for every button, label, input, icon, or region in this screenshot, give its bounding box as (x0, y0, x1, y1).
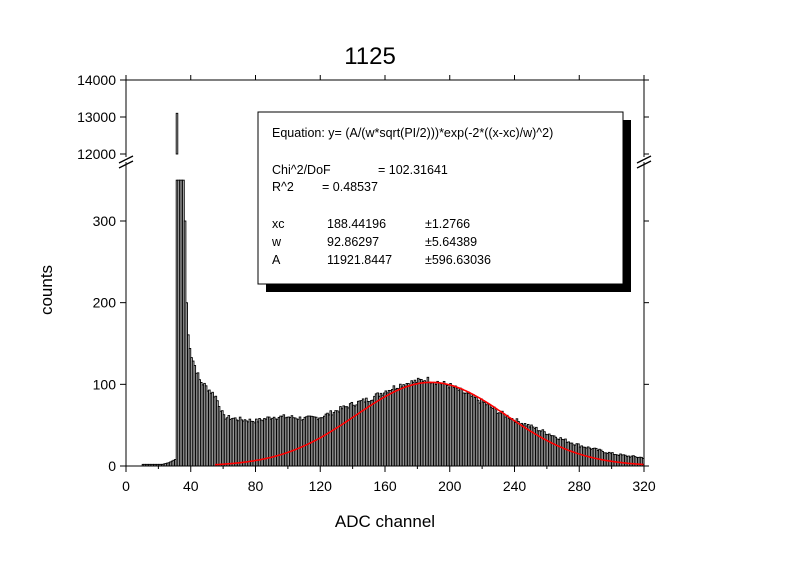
fit-results-box: Equation: y= (A/(w*sqrt(PI/2)))*exp(-2*(… (257, 111, 631, 292)
fit-chi2-value: = 102.31641 (378, 163, 448, 177)
y-tick-label: 14000 (77, 72, 116, 88)
param-value: 188.44196 (327, 217, 386, 231)
y-tick-label: 100 (93, 376, 117, 392)
x-tick-label: 280 (568, 478, 592, 494)
fit-curve-group (214, 381, 645, 466)
y-axis-label: counts (37, 265, 56, 315)
axes: 0 40 80 120 160 200 240 280 320 0 100 200 300 12000 13… (77, 72, 656, 494)
param-error: ±1.2766 (425, 217, 470, 231)
x-tick-label: 320 (632, 478, 656, 494)
param-value: 11921.8447 (327, 253, 392, 267)
y-tick-label: 300 (93, 213, 117, 229)
param-name: A (272, 253, 281, 267)
x-tick-label: 120 (309, 478, 333, 494)
y-tick-label: 0 (108, 458, 116, 474)
axis-break-mark (118, 155, 134, 164)
axis-break-mark (636, 160, 652, 169)
axis-break-mark (636, 155, 652, 164)
x-tick-label: 240 (503, 478, 527, 494)
fit-equation: Equation: y= (A/(w*sqrt(PI/2)))*exp(-2*(… (272, 126, 553, 140)
fit-chi2-label: Chi^2/DoF (272, 163, 331, 177)
y-tick-label: 13000 (77, 109, 116, 125)
y-tick-label: 200 (93, 295, 117, 311)
x-tick-label: 160 (373, 478, 397, 494)
param-error: ±596.63036 (425, 253, 491, 267)
param-value: 92.86297 (327, 235, 379, 249)
x-tick-label: 40 (183, 478, 199, 494)
fit-r2-value: = 0.48537 (322, 180, 378, 194)
y-tick-label: 12000 (77, 146, 116, 162)
x-tick-label: 200 (438, 478, 462, 494)
histogram-bar (175, 112, 179, 155)
chart-title: 1125 (344, 43, 396, 70)
param-name: xc (272, 217, 285, 231)
axis-break-mark (118, 160, 134, 169)
x-tick-label: 0 (122, 478, 130, 494)
x-tick-label: 80 (248, 478, 264, 494)
x-axis-label: ADC channel (335, 512, 435, 531)
param-name: w (271, 235, 282, 249)
fit-r2-label: R^2 (272, 180, 294, 194)
param-error: ±5.64389 (425, 235, 477, 249)
fit-curve (214, 381, 645, 466)
